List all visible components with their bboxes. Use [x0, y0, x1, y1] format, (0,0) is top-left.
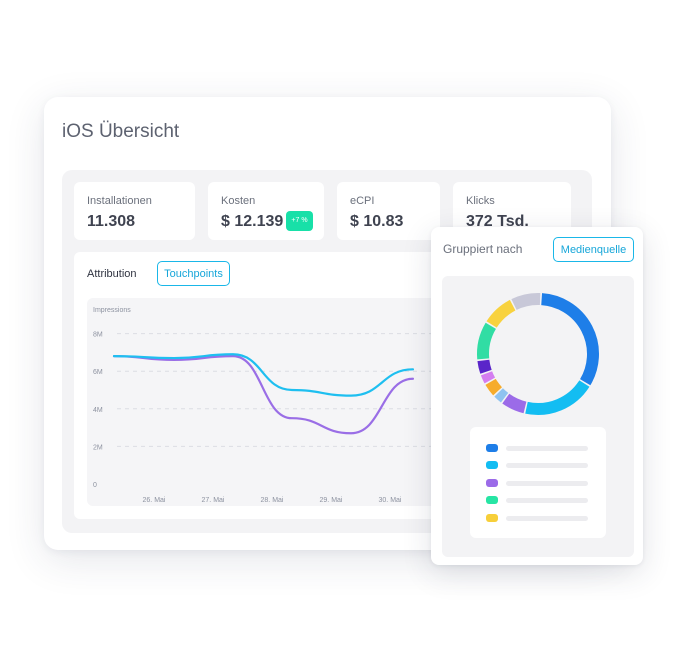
donut-slice[interactable] — [486, 299, 516, 328]
legend-placeholder-bar — [506, 516, 588, 521]
y-tick-label: 0 — [93, 482, 97, 489]
y-tick-label: 2M — [93, 444, 103, 451]
legend-placeholder-bar — [506, 498, 588, 503]
donut-slice[interactable] — [480, 371, 496, 384]
donut-slice[interactable] — [525, 380, 590, 415]
y-tick-label: 8M — [93, 332, 103, 339]
legend-placeholder-bar — [506, 481, 588, 486]
donut-slice[interactable] — [477, 322, 497, 360]
donut-slice[interactable] — [511, 293, 541, 311]
kpi-label: Kosten — [221, 195, 256, 207]
donut-slice[interactable] — [541, 293, 599, 386]
kpi-value: 372 Tsd. — [466, 213, 529, 230]
donut-slice[interactable] — [494, 388, 509, 403]
legend-swatch — [486, 479, 498, 487]
legend-placeholder-bar — [506, 446, 588, 451]
kpi-label: Installationen — [87, 195, 152, 207]
series-line-1 — [112, 353, 415, 397]
grouping-panel: Gruppiert nach Medienquelle — [431, 227, 643, 565]
chart-header-label: Attribution — [87, 268, 137, 280]
legend-swatch — [486, 514, 498, 522]
page-title: iOS Übersicht — [62, 121, 180, 142]
donut-panel — [442, 276, 634, 557]
kpi-installs[interactable]: Installationen 11.308 — [74, 182, 195, 240]
line-chart-svg: Impressions 0 2M 4M 6M 8M 26. Mai 27. Mai 28. Ma… — [93, 307, 467, 504]
x-tick-label: 28. Mai — [261, 497, 284, 504]
legend-swatch — [486, 496, 498, 504]
x-tick-label: 29. Mai — [320, 497, 343, 504]
y-tick-label: 4M — [93, 407, 103, 414]
donut-slice[interactable] — [477, 359, 492, 374]
legend-placeholder-bar — [506, 463, 588, 468]
donut-slice[interactable] — [485, 378, 503, 396]
kpi-label: eCPI — [350, 195, 375, 207]
kpi-ecpi[interactable]: eCPI $ 10.83 — [337, 182, 440, 240]
touchpoints-button[interactable]: Touchpoints — [157, 261, 230, 286]
media-source-button[interactable]: Medienquelle — [553, 237, 634, 262]
kpi-value: $ 10.83 — [350, 213, 404, 230]
trend-badge: +7 % — [286, 211, 313, 231]
legend-item[interactable] — [486, 461, 590, 469]
kpi-value: 11.308 — [87, 213, 136, 230]
legend — [470, 427, 606, 538]
legend-swatch — [486, 444, 498, 452]
x-tick-label: 26. Mai — [143, 497, 166, 504]
donut-slice[interactable] — [502, 393, 527, 414]
kpi-value: $ 12.139 — [221, 213, 284, 230]
x-tick-label: 27. Mai — [202, 497, 225, 504]
donut-chart — [477, 293, 599, 415]
series-line-2 — [112, 355, 415, 435]
kpi-label: Klicks — [466, 195, 495, 207]
y-tick-label: 6M — [93, 369, 103, 376]
grouping-title: Gruppiert nach — [443, 242, 523, 256]
legend-item[interactable] — [486, 444, 590, 452]
line-chart: Impressions 0 2M 4M 6M 8M 26. Mai 27. Mai 28. Ma… — [87, 298, 467, 506]
legend-item[interactable] — [486, 496, 590, 504]
legend-item[interactable] — [486, 514, 590, 522]
legend-item[interactable] — [486, 479, 590, 487]
legend-swatch — [486, 461, 498, 469]
kpi-costs[interactable]: Kosten $ 12.139 +7 % — [208, 182, 324, 240]
x-tick-label: 30. Mai — [379, 497, 402, 504]
y-axis-label: Impressions — [93, 307, 131, 314]
